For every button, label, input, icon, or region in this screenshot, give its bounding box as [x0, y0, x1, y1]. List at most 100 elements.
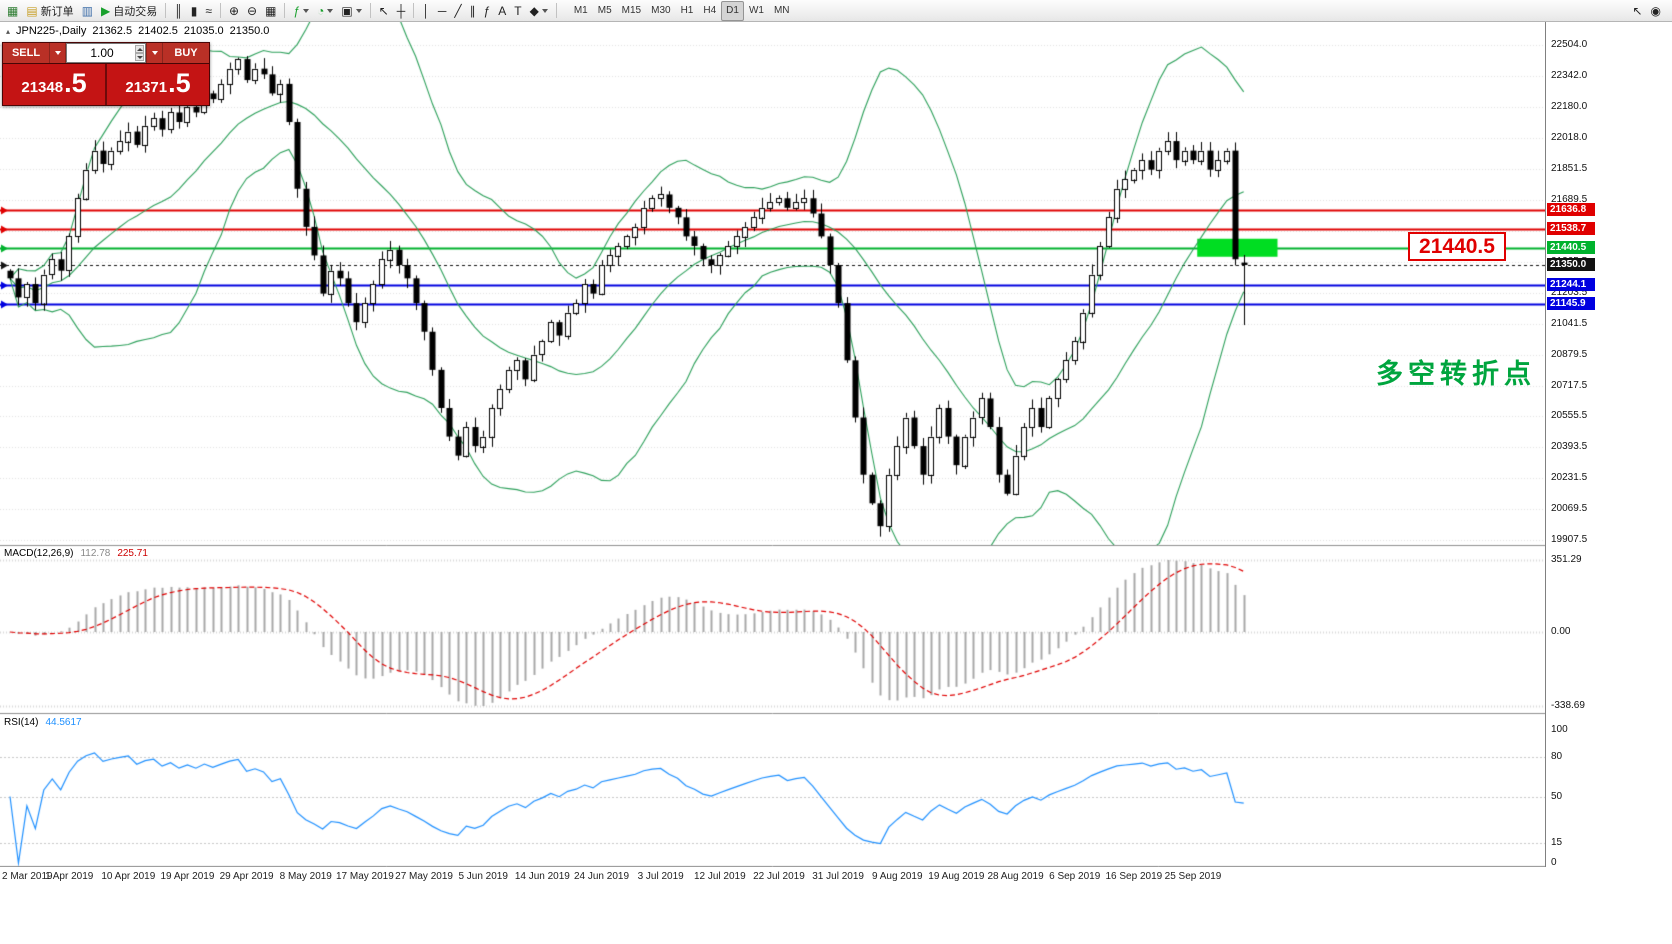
ohlc-open: 21362.5 — [92, 25, 133, 37]
price-tag-support-2: 21145.9 — [1547, 296, 1595, 310]
date-label: 19 Apr 2019 — [160, 871, 215, 882]
timeframe-h4[interactable]: H4 — [703, 5, 717, 16]
sell-button[interactable]: SELL — [3, 43, 49, 63]
market-watch-button[interactable]: ▥ — [78, 1, 97, 21]
price-tick: 21041.5 — [1551, 317, 1588, 329]
sell-price-button[interactable]: 21348.5 — [3, 64, 105, 105]
text-label-icon: T — [514, 3, 522, 18]
indicators-icon: ƒ — [293, 3, 301, 18]
line-chart-button[interactable]: ≈ — [201, 1, 216, 21]
date-label: 10 Apr 2019 — [101, 871, 156, 882]
volume-increase-button[interactable] — [135, 45, 144, 53]
rsi-tick: 0 — [1551, 857, 1557, 868]
zoom-in-button[interactable]: ⊕ — [225, 1, 243, 21]
timeframe-m15[interactable]: M15 — [621, 5, 642, 16]
candlestick-chart-icon: ▮ — [190, 3, 198, 18]
auto-trading-button-label: 自动交易 — [113, 5, 158, 18]
volume-field — [66, 43, 146, 63]
timeframe-w1[interactable]: W1 — [748, 5, 764, 16]
equidistant-channel-button[interactable]: ∥ — [466, 1, 480, 21]
timeframe-m30[interactable]: M30 — [651, 5, 671, 16]
price-tag-resistance-1: 21636.8 — [1547, 203, 1595, 217]
bar-chart-button[interactable]: ║ — [170, 1, 187, 21]
timeframe-m1[interactable]: M1 — [573, 5, 588, 16]
trendline-icon: ╱ — [454, 3, 462, 18]
new-order-icon: ▤ — [26, 3, 38, 18]
price-tick: 20555.5 — [1551, 410, 1588, 422]
indicators-button[interactable]: ƒ — [289, 1, 313, 21]
zoom-out-icon: ⊖ — [247, 3, 258, 18]
text-button[interactable]: A — [494, 1, 510, 21]
chart-canvas[interactable] — [0, 22, 1545, 867]
caret-down-icon — [151, 51, 158, 55]
price-tick: 21203.5 — [1551, 286, 1588, 298]
templates-button[interactable]: ▣ — [337, 1, 365, 21]
timeframe-h1[interactable]: H1 — [680, 5, 694, 16]
new-chart-button[interactable]: ▦ — [3, 1, 22, 21]
date-label: 5 Jun 2019 — [458, 871, 508, 882]
horizontal-line-button[interactable]: ─ — [434, 1, 451, 21]
annotation-text[interactable]: 多空转折点 — [1376, 359, 1536, 389]
caret-down-icon — [303, 8, 310, 13]
date-label: 3 Jul 2019 — [637, 871, 684, 882]
price-tick: 22180.0 — [1551, 100, 1588, 112]
arrows-button[interactable]: ◆ — [526, 1, 552, 21]
price-tick: 22342.0 — [1551, 69, 1588, 81]
buy-button[interactable]: BUY — [163, 43, 209, 63]
candlestick-chart-button[interactable]: ▮ — [187, 1, 202, 21]
price-tick: 20069.5 — [1551, 503, 1588, 515]
fibonacci-button[interactable]: ƒ — [480, 1, 495, 21]
price-callout-label[interactable]: 21440.5 — [1408, 232, 1506, 261]
price-tick: 20231.5 — [1551, 472, 1588, 484]
trendline-button[interactable]: ╱ — [450, 1, 465, 21]
price-tag-current-price: 21350.0 — [1547, 258, 1595, 271]
periods-button[interactable]: ◔ — [313, 1, 337, 21]
search-icon[interactable]: ◉ — [1647, 1, 1665, 21]
price-divider — [105, 64, 107, 105]
timeframe-mn[interactable]: MN — [773, 5, 790, 16]
buy-price-button[interactable]: 21371.5 — [107, 64, 209, 105]
buy-options-dropdown[interactable] — [146, 43, 163, 63]
volume-steppers — [135, 45, 144, 61]
date-label: 8 May 2019 — [279, 871, 332, 882]
volume-input[interactable] — [67, 44, 145, 62]
chart-title: ▴ JPN225-,Daily 21362.5 21402.5 21035.0 … — [6, 25, 269, 37]
caret-down-icon — [54, 51, 61, 55]
time-scale[interactable]: 2 Mar 2019 1 Apr 2019 10 Apr 2019 19 Apr 20… — [0, 867, 1545, 889]
pointer-icon[interactable]: ↖ — [1628, 1, 1646, 21]
toolbar: ▦ ▤ 新订单 ▥ ▶ 自动交易 ║ ▮ ≈ ⊕ ⊖ ▦ ƒ ◔ ▣ ↖ ┼ │ ─ ╱ ∥ ƒ A T ◆ M1 M5 M15 M30… — [0, 0, 1672, 22]
text-icon: A — [498, 3, 507, 18]
tile-windows-icon: ▦ — [265, 3, 277, 18]
price-tag-support-1: 21244.1 — [1547, 278, 1595, 292]
cursor-button[interactable]: ↖ — [375, 1, 393, 21]
date-label: 28 Aug 2019 — [987, 871, 1044, 882]
timeframe-d1[interactable]: D1 — [721, 0, 744, 21]
caret-down-icon — [327, 8, 334, 13]
new-order-button[interactable]: ▤ 新订单 — [22, 1, 77, 21]
price-scale[interactable]: 22504.0 22342.0 22180.0 22018.0 21851.5 21689… — [1545, 22, 1672, 868]
timeframe-m5[interactable]: M5 — [597, 5, 612, 16]
toolbar-separator — [413, 3, 415, 18]
text-label-button[interactable]: T — [510, 1, 525, 21]
rsi-tick: 15 — [1551, 837, 1563, 849]
macd-tick: 0.00 — [1551, 626, 1571, 637]
tile-windows-button[interactable]: ▦ — [261, 1, 280, 21]
auto-trading-button[interactable]: ▶ 自动交易 — [97, 1, 161, 21]
volume-decrease-button[interactable] — [135, 53, 144, 61]
vertical-line-icon: │ — [422, 3, 430, 18]
toolbar-separator — [219, 3, 221, 18]
price-tick: 21851.5 — [1551, 163, 1588, 175]
timeframe-switcher: M1 M5 M15 M30 H1 H4 D1 W1 MN — [569, 0, 795, 21]
toolbar-separator — [369, 3, 371, 18]
zoom-out-button[interactable]: ⊖ — [243, 1, 261, 21]
ohlc-low: 21035.0 — [183, 25, 224, 37]
vertical-line-button[interactable]: │ — [418, 1, 434, 21]
rsi-tick: 80 — [1551, 750, 1563, 762]
sell-options-dropdown[interactable] — [49, 43, 66, 63]
caret-down-icon — [355, 8, 362, 13]
arrows-icon: ◆ — [529, 3, 539, 18]
crosshair-button[interactable]: ┼ — [393, 1, 410, 21]
price-tick: 22018.0 — [1551, 131, 1588, 143]
market-watch-icon: ▥ — [81, 3, 94, 18]
